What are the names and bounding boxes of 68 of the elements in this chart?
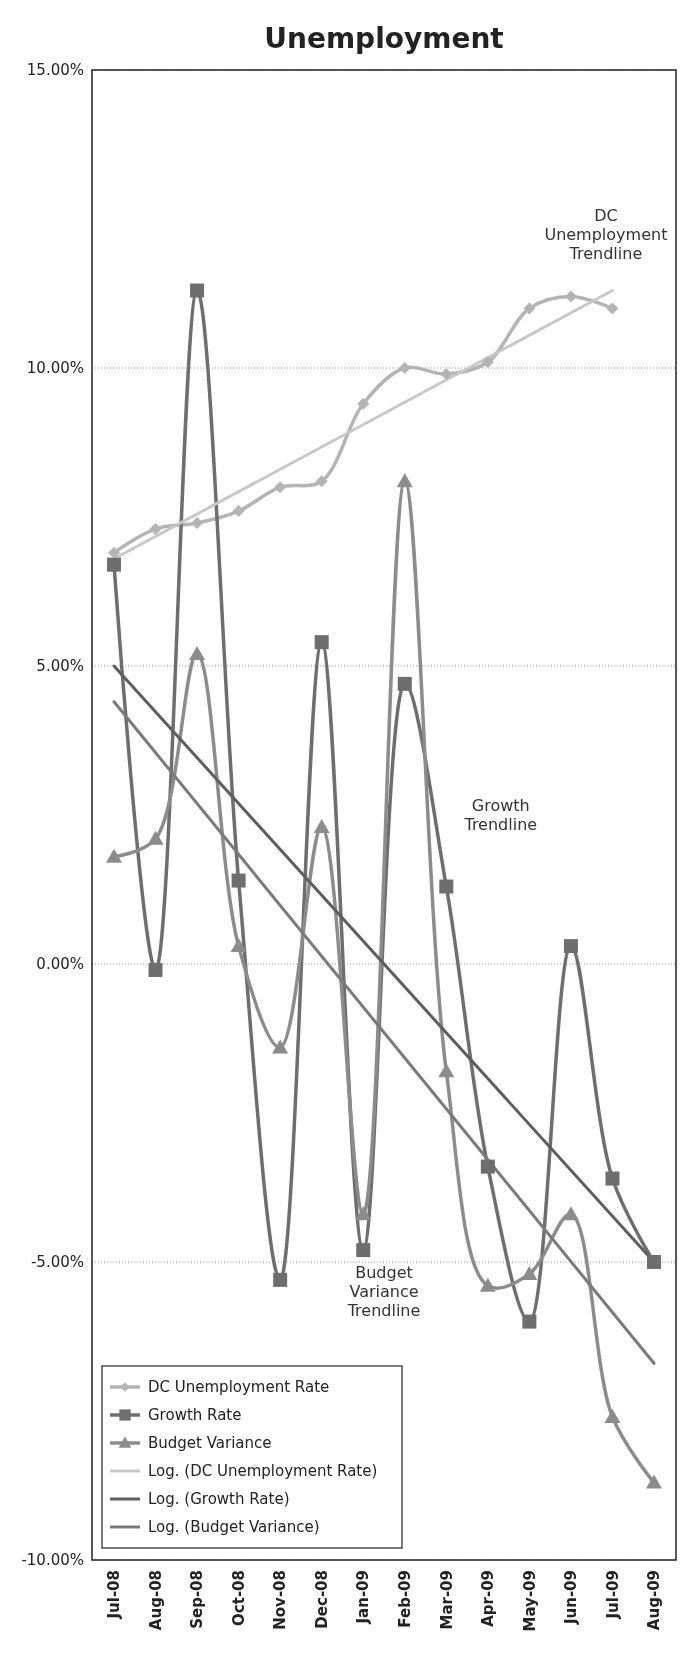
y-tick-label: 0.00%	[36, 955, 84, 974]
point	[438, 1063, 455, 1078]
point	[647, 1255, 661, 1269]
legend-label: Growth Rate	[148, 1406, 242, 1425]
point	[480, 1159, 495, 1174]
annotation: Budget Variance Trendline	[346, 1263, 421, 1321]
legend-label: Log. (Growth Rate)	[148, 1490, 290, 1509]
legend-label: DC Unemployment Rate	[148, 1378, 330, 1397]
point	[313, 818, 330, 833]
point	[357, 397, 370, 410]
x-tick-label: Aug-08	[146, 1570, 165, 1631]
legend-label: Log. (Budget Variance)	[148, 1518, 320, 1537]
point	[191, 516, 204, 529]
annotation: DC Unemployment Trendline	[544, 205, 668, 263]
y-tick-label: -5.00%	[30, 1253, 84, 1272]
point	[314, 635, 329, 650]
point	[521, 1265, 538, 1280]
point	[606, 302, 619, 315]
point	[562, 1206, 579, 1221]
point	[230, 938, 247, 953]
chart-title: Unemployment	[264, 22, 504, 55]
point	[605, 1171, 620, 1186]
x-tick-label: May-09	[520, 1570, 539, 1632]
point	[523, 302, 536, 315]
point	[315, 475, 328, 488]
point	[190, 283, 205, 298]
y-tick-label: 15.00%	[26, 61, 84, 80]
legend-label: Log. (DC Unemployment Rate)	[148, 1462, 378, 1481]
x-tick-label: Jul-09	[603, 1570, 622, 1620]
point	[646, 1474, 662, 1489]
y-tick-label: -10.00%	[21, 1551, 84, 1570]
point	[563, 939, 578, 954]
point	[479, 1277, 496, 1292]
x-tick-label: Dec-08	[312, 1570, 331, 1629]
x-tick-label: Jan-09	[354, 1570, 373, 1625]
point	[232, 505, 245, 518]
point	[604, 1408, 621, 1423]
point	[439, 879, 454, 894]
y-tick-label: 5.00%	[36, 657, 84, 676]
point	[272, 1039, 289, 1054]
legend-label: Budget Variance	[148, 1434, 272, 1453]
x-tick-label: Feb-09	[396, 1570, 415, 1628]
point	[397, 676, 412, 691]
x-tick-label: Mar-09	[437, 1570, 456, 1630]
point	[108, 546, 120, 559]
y-tick-label: 10.00%	[26, 359, 84, 378]
x-tick-label: Nov-08	[271, 1570, 290, 1630]
x-tick-label: Jul-08	[105, 1570, 124, 1620]
point	[398, 362, 411, 374]
x-tick-label: Jun-09	[562, 1570, 581, 1626]
point	[273, 1272, 288, 1287]
point	[231, 873, 246, 888]
point	[107, 557, 121, 572]
x-tick-label: Aug-09	[645, 1570, 664, 1631]
annotation: Growth Trendline	[463, 796, 538, 835]
x-tick-label: Sep-08	[188, 1570, 207, 1629]
point	[106, 848, 122, 863]
point	[481, 356, 494, 369]
point	[148, 962, 163, 977]
point	[147, 830, 164, 845]
point	[396, 473, 413, 488]
point	[355, 1206, 372, 1221]
point	[356, 1243, 371, 1258]
point	[522, 1314, 537, 1329]
point	[149, 522, 162, 535]
x-tick-label: Oct-08	[229, 1570, 248, 1626]
point	[189, 646, 206, 661]
x-tick-label: Apr-09	[479, 1570, 498, 1627]
